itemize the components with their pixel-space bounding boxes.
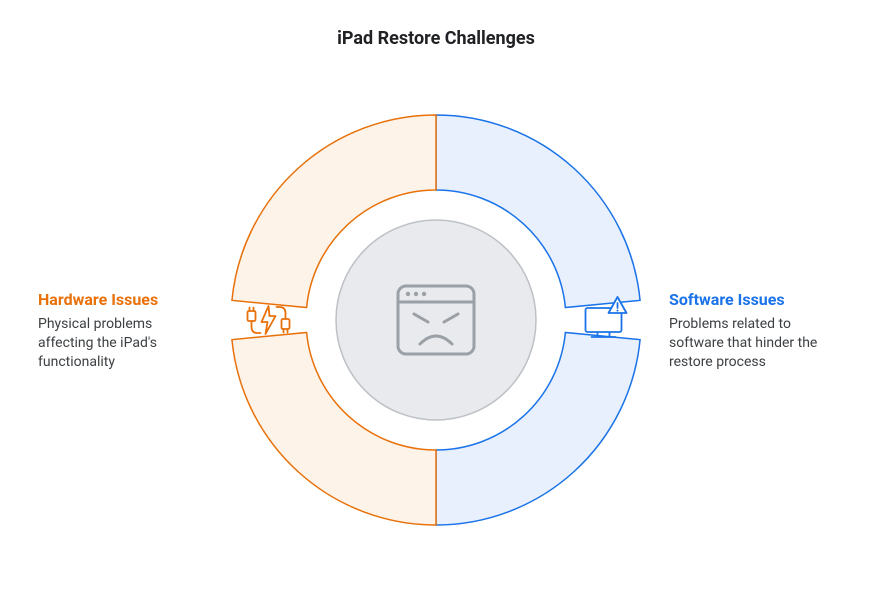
right-label: Software Issues Problems related to soft… (669, 290, 834, 372)
right-label-title: Software Issues (669, 290, 834, 309)
right-label-desc: Problems related to software that hinder… (669, 315, 834, 372)
left-label-title: Hardware Issues (38, 290, 203, 309)
center-circle (336, 220, 536, 420)
left-label-desc: Physical problems affecting the iPad's f… (38, 315, 203, 372)
left-label: Hardware Issues Physical problems affect… (38, 290, 203, 372)
page-title: iPad Restore Challenges (0, 28, 872, 49)
cable-power-icon (248, 306, 290, 334)
ring-diagram (216, 100, 656, 540)
